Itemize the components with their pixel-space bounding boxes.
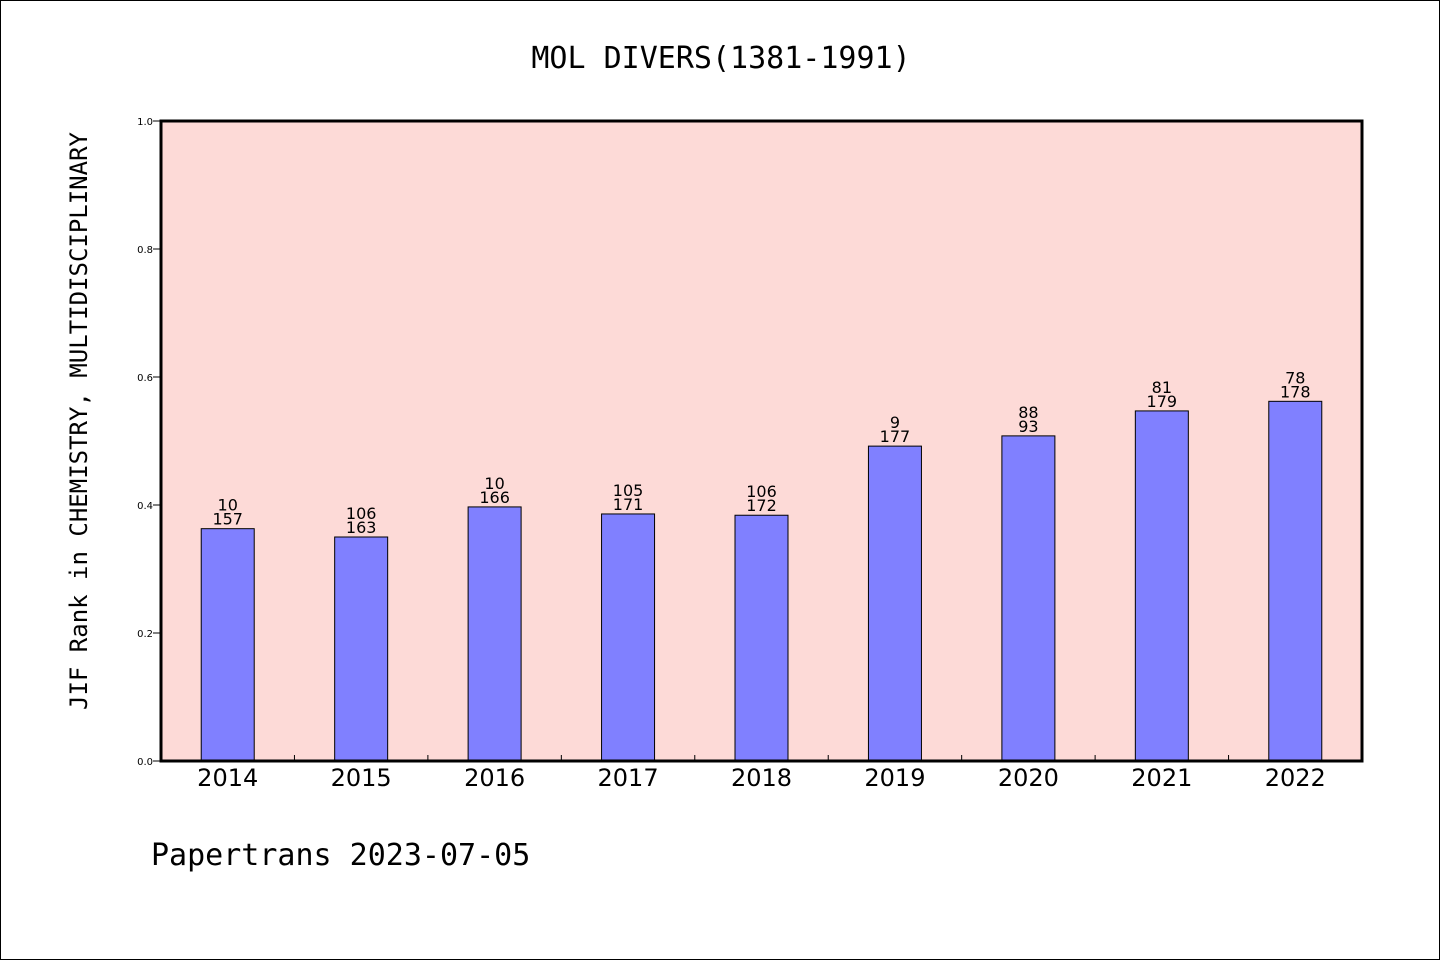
x-tick-label: 2014 (197, 764, 258, 792)
x-tick-label: 2017 (598, 764, 659, 792)
data-label-bottom: 177 (880, 427, 911, 446)
bar-2015 (334, 536, 389, 762)
data-label-top: 105 (613, 481, 644, 500)
data-label-bottom: 171 (613, 495, 644, 514)
data-label-bottom: 93 (1018, 417, 1038, 436)
y-tick-label: 0.0 (137, 757, 153, 768)
plot-border (159, 119, 1364, 763)
bar-2016 (467, 506, 522, 762)
data-label-bottom: 178 (1280, 382, 1311, 401)
y-tick-label: 0.4 (137, 501, 153, 512)
bar-2014 (200, 528, 255, 762)
chart-title: MOL DIVERS(1381-1991) (531, 41, 910, 76)
bar-2021 (1134, 410, 1189, 762)
data-label-bottom: 163 (346, 518, 377, 537)
data-label-bottom: 166 (479, 488, 510, 507)
data-label-top: 10 (484, 474, 504, 493)
x-tick-label: 2021 (1131, 764, 1192, 792)
x-tick-label: 2015 (331, 764, 392, 792)
bar-2018 (734, 514, 789, 762)
data-labels-layer: 2014101572015106163201610166201710517120… (197, 368, 1326, 792)
y-tick-label: 0.6 (137, 373, 153, 384)
x-tick-label: 2018 (731, 764, 792, 792)
bars-layer (200, 400, 1323, 762)
data-label-top: 106 (346, 504, 377, 523)
x-tick-label: 2016 (464, 764, 525, 792)
data-label-bottom: 172 (746, 496, 777, 515)
data-label-top: 9 (890, 413, 900, 432)
y-tick-label: 1.0 (137, 117, 153, 128)
bar-2020 (1001, 435, 1056, 762)
x-tick-label: 2020 (998, 764, 1059, 792)
data-label-top: 10 (218, 496, 238, 515)
x-tick-label: 2022 (1265, 764, 1326, 792)
bar-2019 (867, 445, 922, 762)
footer-text: Papertrans 2023-07-05 (151, 838, 530, 873)
data-label-top: 88 (1018, 403, 1038, 422)
data-label-top: 106 (746, 482, 777, 501)
data-label-bottom: 179 (1147, 392, 1178, 411)
y-tick-label: 0.8 (137, 245, 153, 256)
data-label-bottom: 157 (212, 510, 243, 529)
y-axis-label: JIF Rank in CHEMISTRY, MULTIDISCIPLINARY (65, 131, 93, 710)
y-tick-label: 0.2 (137, 629, 153, 640)
bar-2017 (601, 513, 656, 762)
x-tick-label: 2019 (864, 764, 925, 792)
data-label-top: 78 (1285, 368, 1305, 387)
data-label-top: 81 (1152, 378, 1172, 397)
bar-2022 (1268, 400, 1323, 762)
